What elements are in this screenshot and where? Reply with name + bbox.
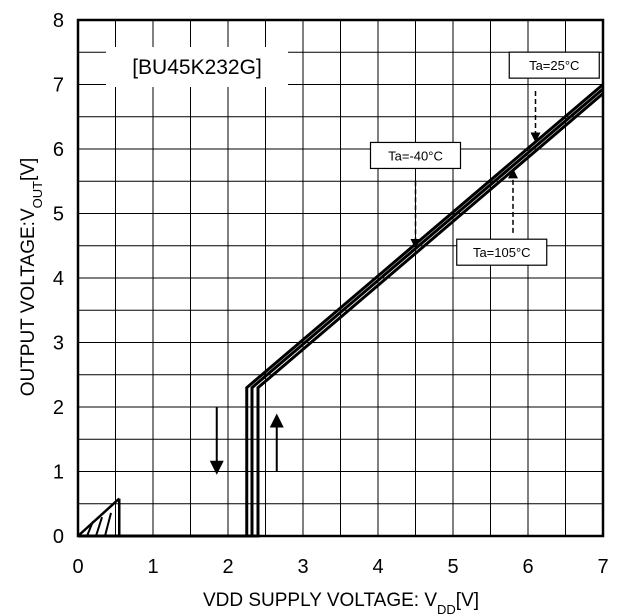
x-tick-label: 5 <box>447 556 458 578</box>
grid <box>78 20 603 536</box>
y-tick-label: 1 <box>53 462 64 484</box>
low-vdd-fan-line <box>104 512 112 537</box>
y-tick-label: 0 <box>53 526 64 548</box>
transition-arrows <box>209 407 284 475</box>
y-tick-label: 5 <box>53 204 64 226</box>
series-line <box>78 92 604 538</box>
y-tick-label: 8 <box>53 10 64 32</box>
part-label-box <box>106 47 288 87</box>
x-tick-label: 4 <box>372 556 383 578</box>
part-label: [BU45K232G] <box>106 47 288 87</box>
x-tick-label: 7 <box>597 556 608 578</box>
y-tick-label: 6 <box>53 139 64 161</box>
x-axis-label-main: VDD SUPPLY VOLTAGE: V <box>203 590 437 611</box>
low-vdd-fan-line <box>95 516 103 537</box>
annotations: Ta=25°C Ta=-40°C Ta=105°C <box>369 51 600 266</box>
x-tick-label: 1 <box>147 556 158 578</box>
callout-arrow-head <box>508 168 518 179</box>
x-tick-label: 0 <box>72 556 83 578</box>
x-tick-label: 6 <box>522 556 533 578</box>
series-group <box>78 83 604 538</box>
callout-box <box>369 141 462 170</box>
y-axis-label-unit: [V] <box>18 158 39 181</box>
callout-box <box>456 238 548 266</box>
low-vdd-diagonal <box>77 497 121 537</box>
x-axis-label: VDD SUPPLY VOLTAGE: VDD[V] <box>203 590 479 614</box>
y-tick-label: 2 <box>53 397 64 419</box>
plot-frame <box>76 18 605 538</box>
chart-title: [BU45K232G] <box>132 56 262 79</box>
callout-box <box>508 51 600 79</box>
callout-arrow-head <box>410 238 421 249</box>
callout-arrow-head <box>530 132 541 143</box>
y-axis-label-sub: OUT <box>30 181 45 209</box>
y-axis-label-main: OUTPUT VOLTAGE:V <box>18 208 39 396</box>
y-tick-label: 7 <box>53 75 64 97</box>
arrow-head <box>209 460 224 475</box>
callout-label: Ta=25°C <box>529 58 579 73</box>
tick-labels: 0 1 2 3 4 5 6 7 0 1 2 3 4 5 6 7 8 <box>53 10 609 578</box>
low-vdd-region <box>77 497 121 537</box>
x-tick-label: 2 <box>222 556 233 578</box>
x-axis-label-sub: DD <box>437 602 456 614</box>
arrow-head <box>269 413 284 428</box>
callout-label: Ta=105°C <box>473 245 531 260</box>
y-tick-label: 4 <box>53 268 64 290</box>
x-tick-label: 3 <box>297 556 308 578</box>
x-axis-label-unit: [V] <box>456 590 479 611</box>
callout-label: Ta=-40°C <box>388 148 443 163</box>
y-axis-label: OUTPUT VOLTAGE:VOUT[V] <box>18 158 45 397</box>
low-vdd-fan-line <box>86 521 94 537</box>
y-tick-label: 3 <box>53 333 64 355</box>
